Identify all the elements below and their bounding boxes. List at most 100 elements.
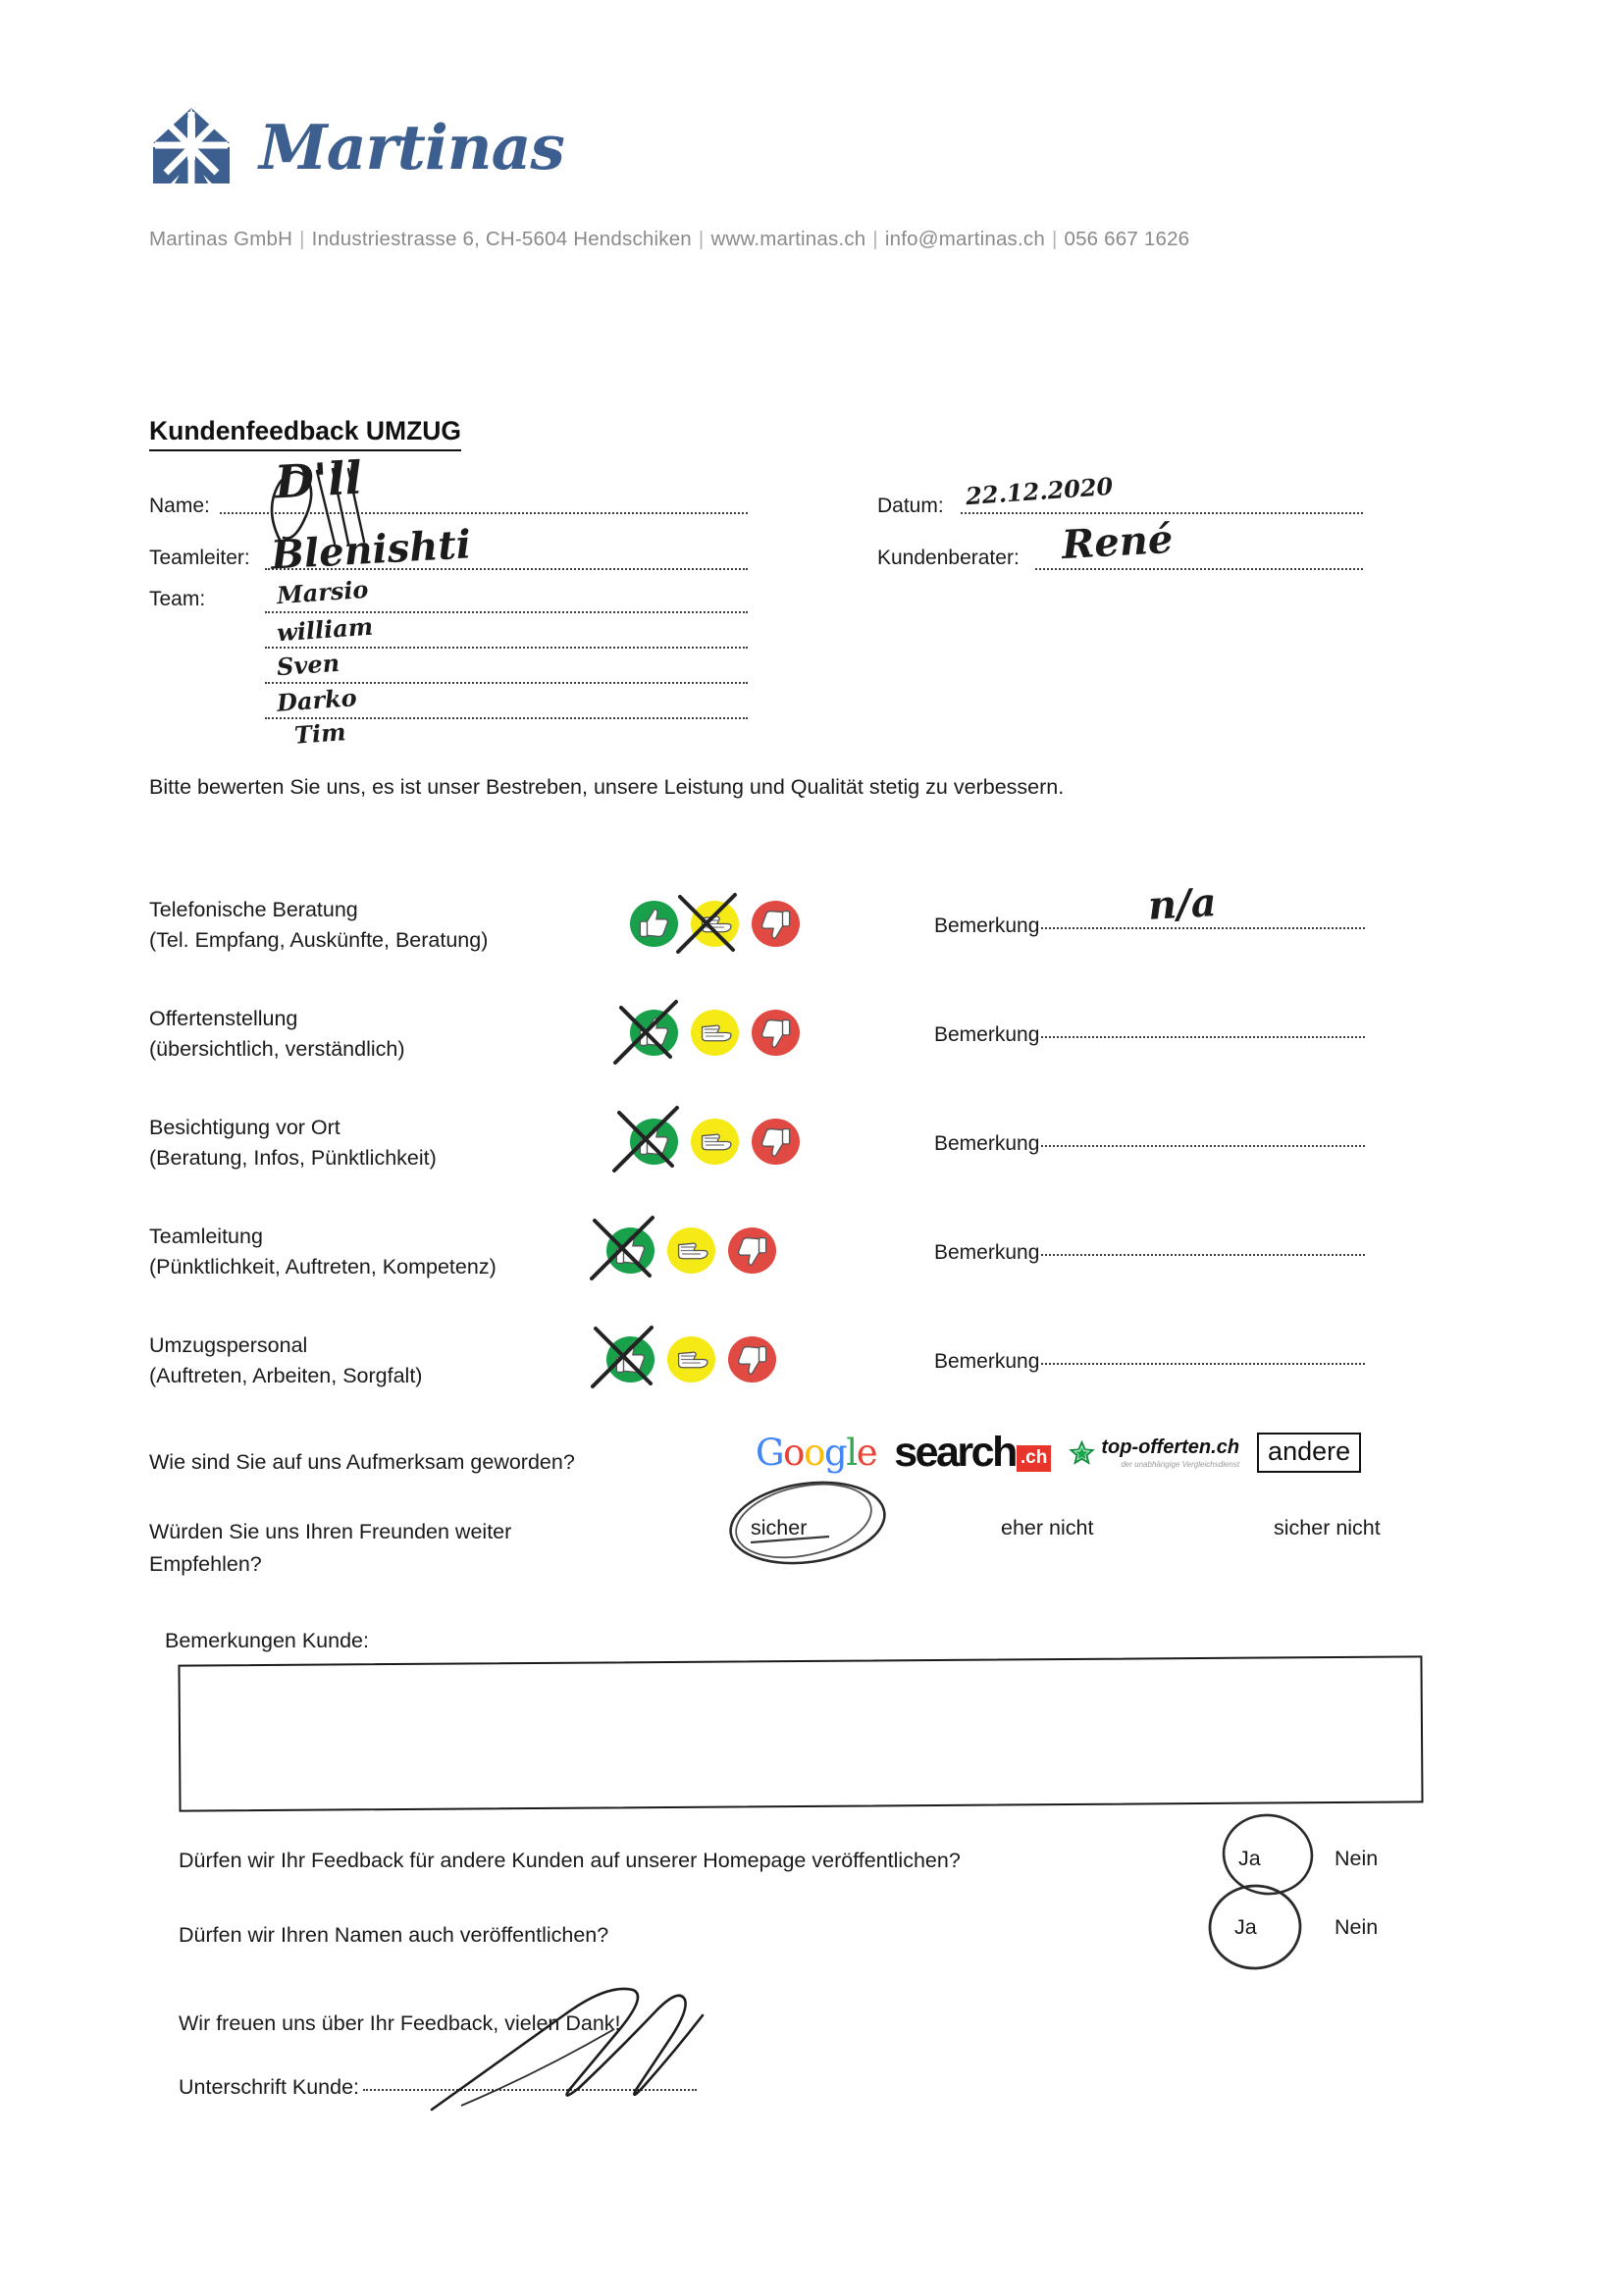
meta-row-team-1: Team: Marsio bbox=[149, 575, 1484, 623]
selection-circle-mark bbox=[1215, 1811, 1321, 1898]
bemerkung-input-line[interactable] bbox=[1041, 1036, 1366, 1038]
rating-scale bbox=[606, 1336, 776, 1383]
customer-comments-label: Bemerkungen Kunde: bbox=[165, 1629, 369, 1652]
recommend-option-sicher[interactable]: sicher bbox=[751, 1516, 808, 1539]
bemerkung-label: Bemerkung bbox=[934, 1350, 1040, 1373]
bemerkung-input-line[interactable] bbox=[1041, 1363, 1366, 1365]
datum-label: Datum: bbox=[877, 495, 944, 517]
bemerkung-input-line[interactable] bbox=[1041, 927, 1366, 929]
rating-detail: (Tel. Empfang, Auskünfte, Beratung) bbox=[149, 927, 489, 952]
team-input-line-3[interactable] bbox=[265, 682, 748, 684]
google-logo-icon[interactable]: Google bbox=[756, 1432, 878, 1474]
bemerkung-input-line[interactable] bbox=[1041, 1254, 1366, 1256]
team-member-4: Darko bbox=[276, 683, 358, 717]
google-letter: o bbox=[804, 1432, 825, 1474]
andere-option-box[interactable]: andere bbox=[1257, 1433, 1362, 1473]
teamleiter-label: Teamleiter: bbox=[149, 547, 250, 569]
rating-scale bbox=[630, 1010, 800, 1056]
instruction-text: Bitte bewerten Sie uns, es ist unser Bes… bbox=[149, 775, 1065, 799]
thumbs-down-red-icon[interactable] bbox=[752, 901, 800, 947]
signature-label: Unterschrift Kunde: bbox=[179, 2075, 360, 2099]
star-icon bbox=[1069, 1439, 1096, 1466]
ratings-section: Telefonische Beratung (Tel. Empfang, Aus… bbox=[149, 879, 1493, 1426]
recommend-question-line2: Empfehlen? bbox=[149, 1552, 262, 1577]
rating-title: Umzugspersonal bbox=[149, 1333, 308, 1357]
signature-input-line[interactable] bbox=[363, 2089, 698, 2091]
rating-row: Telefonische Beratung (Tel. Empfang, Aus… bbox=[149, 879, 1493, 990]
permission-2-yes[interactable]: Ja bbox=[1234, 1915, 1257, 1939]
google-letter: e bbox=[856, 1432, 878, 1474]
name-handwritten-value: D'll bbox=[273, 450, 364, 509]
permission-1-no[interactable]: Nein bbox=[1335, 1847, 1379, 1870]
meta-row-team-3: Sven bbox=[149, 649, 1484, 694]
rating-detail: (übersichtlich, verständlich) bbox=[149, 1036, 405, 1061]
permission-2-no[interactable]: Nein bbox=[1335, 1915, 1379, 1939]
rating-scale bbox=[606, 1227, 776, 1274]
customer-comments-box[interactable] bbox=[178, 1655, 1424, 1812]
recommend-option-sicher-nicht[interactable]: sicher nicht bbox=[1274, 1516, 1381, 1539]
rating-detail: (Auftreten, Arbeiten, Sorgfalt) bbox=[149, 1363, 423, 1387]
rating-title: Besichtigung vor Ort bbox=[149, 1116, 340, 1139]
recommend-option-eher-nicht[interactable]: eher nicht bbox=[1001, 1516, 1094, 1539]
name-input-line[interactable] bbox=[220, 512, 748, 514]
team-input-line-4[interactable] bbox=[265, 717, 748, 719]
thumbs-down-red-icon[interactable] bbox=[752, 1119, 800, 1165]
thumbs-up-green-icon[interactable] bbox=[630, 1010, 678, 1056]
thumbs-up-green-icon[interactable] bbox=[630, 901, 678, 947]
source-question: Wie sind Sie auf uns Aufmerksam geworden… bbox=[149, 1450, 575, 1474]
kundenberater-label: Kundenberater: bbox=[877, 547, 1020, 569]
page-title: Kundenfeedback UMZUG bbox=[149, 416, 462, 451]
meta-row-team-5: Tim bbox=[149, 717, 1484, 758]
permission-question-1: Dürfen wir Ihr Feedback für andere Kunde… bbox=[179, 1849, 961, 1872]
thumbs-flat-yellow-icon[interactable] bbox=[691, 1010, 739, 1056]
permission-1-yes[interactable]: Ja bbox=[1238, 1847, 1261, 1870]
thumbs-down-red-icon[interactable] bbox=[752, 1010, 800, 1056]
team-member-2: william bbox=[276, 611, 374, 648]
teamleiter-input-line[interactable] bbox=[265, 568, 748, 570]
address-website: www.martinas.ch bbox=[710, 228, 866, 250]
rating-label: Teamleitung (Pünktlichkeit, Auftreten, K… bbox=[149, 1222, 497, 1281]
thumbs-up-green-icon[interactable] bbox=[630, 1119, 678, 1165]
thumbs-flat-yellow-icon[interactable] bbox=[667, 1227, 715, 1274]
rating-detail: (Beratung, Infos, Pünktlichkeit) bbox=[149, 1145, 437, 1170]
team-member-1: Marsio bbox=[276, 574, 370, 610]
bemerkung-handwritten-value: n/a bbox=[1146, 879, 1218, 929]
recommend-question-line1: Würden Sie uns Ihren Freunden weiter bbox=[149, 1520, 512, 1543]
meta-row-team-4: Darko bbox=[149, 683, 1484, 729]
name-label: Name: bbox=[149, 495, 210, 517]
address-company: Martinas GmbH bbox=[149, 228, 293, 250]
datum-input-line[interactable] bbox=[961, 512, 1363, 514]
topofferten-text: top-offerten.ch bbox=[1101, 1435, 1240, 1458]
thumbs-down-red-icon[interactable] bbox=[728, 1336, 776, 1383]
kundenberater-input-line[interactable] bbox=[1035, 568, 1363, 570]
signature-field: Unterschrift Kunde: bbox=[179, 2075, 698, 2100]
thumbs-up-green-icon[interactable] bbox=[606, 1227, 654, 1274]
bemerkung-label: Bemerkung bbox=[934, 914, 1040, 937]
thumbs-flat-yellow-icon[interactable] bbox=[691, 901, 739, 947]
topofferten-logo-icon[interactable]: top-offerten.ch der unabhängige Vergleic… bbox=[1069, 1437, 1239, 1469]
bemerkung-input-line[interactable] bbox=[1041, 1145, 1366, 1147]
rating-title: Teamleitung bbox=[149, 1225, 263, 1248]
searchch-logo-icon[interactable]: search .ch bbox=[894, 1431, 1052, 1473]
address-email: info@martinas.ch bbox=[884, 228, 1045, 250]
team-input-line-1[interactable] bbox=[265, 611, 748, 613]
meta-row-team-2: william bbox=[149, 612, 1484, 658]
address-phone: 056 667 1626 bbox=[1064, 228, 1190, 250]
rating-scale bbox=[630, 901, 800, 947]
thumbs-flat-yellow-icon[interactable] bbox=[667, 1336, 715, 1383]
rating-label: Besichtigung vor Ort (Beratung, Infos, P… bbox=[149, 1113, 437, 1173]
thumbs-down-red-icon[interactable] bbox=[728, 1227, 776, 1274]
address-street: Industriestrasse 6, CH-5604 Hendschiken bbox=[311, 228, 692, 250]
kundenberater-handwritten-value: René bbox=[1060, 515, 1175, 569]
team-input-line-2[interactable] bbox=[265, 647, 748, 649]
house-star-logo-icon bbox=[149, 106, 234, 188]
thanks-text: Wir freuen uns über Ihr Feedback, vielen… bbox=[179, 2011, 621, 2035]
thumbs-up-green-icon[interactable] bbox=[606, 1336, 654, 1383]
brand-wordmark: Martinas bbox=[259, 110, 565, 183]
meta-row-name-datum: Name: D'll Datum: 22.12.2020 bbox=[149, 451, 1484, 533]
rating-label: Offertenstellung (übersichtlich, verstän… bbox=[149, 1004, 405, 1064]
recommend-question: Würden Sie uns Ihren Freunden weiter Emp… bbox=[149, 1516, 511, 1582]
rating-scale bbox=[630, 1119, 800, 1165]
thumbs-flat-yellow-icon[interactable] bbox=[691, 1119, 739, 1165]
